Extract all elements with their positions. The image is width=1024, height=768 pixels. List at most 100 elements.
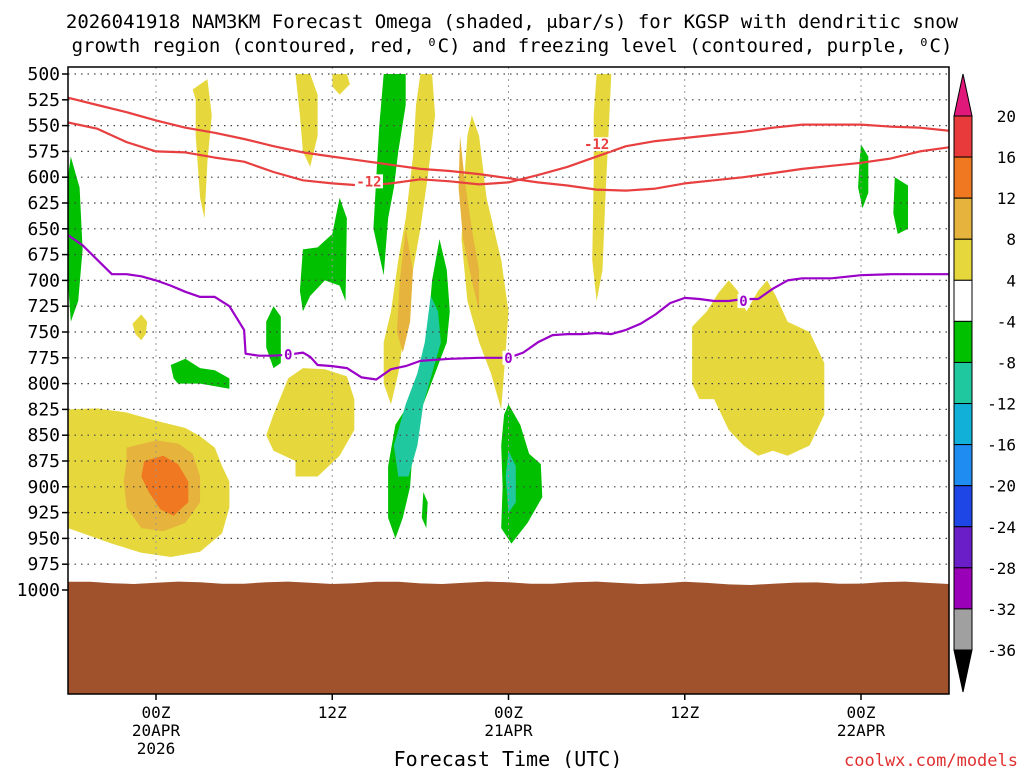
omega-region-16 (266, 306, 281, 369)
contour-label: 0 (739, 294, 747, 310)
x-tick-label: 00Z (494, 703, 523, 722)
omega-region-7 (332, 74, 350, 95)
colorbar-label: -28 (987, 559, 1016, 578)
contour-label-bg (354, 174, 383, 189)
colorbar-top-arrow (953, 73, 973, 117)
omega-region-10 (461, 115, 509, 410)
contour-dgz_top_-12C (68, 121, 949, 187)
colorbar-segment (953, 485, 973, 528)
y-tick-label: 825 (27, 399, 60, 420)
omega-region-20 (393, 295, 441, 477)
y-tick-label: 575 (27, 141, 60, 162)
colorbar-label: -16 (987, 436, 1016, 455)
x-tick-label: 00Z (847, 703, 876, 722)
chart-title-line-1: 2026041918 NAM3KM Forecast Omega (shaded… (66, 11, 959, 33)
contour-lines (68, 96, 949, 381)
colorbar-label: 12 (997, 189, 1016, 208)
colorbar-label: -20 (987, 477, 1016, 496)
omega-region-13 (692, 280, 825, 456)
y-tick-label: 550 (27, 116, 60, 137)
y-tick-label: 700 (27, 270, 60, 291)
y-tick-label: 900 (27, 477, 60, 498)
y-tick-label: 800 (27, 374, 60, 395)
omega-region-6 (295, 74, 318, 167)
y-tick-label: 650 (27, 219, 60, 240)
contour-label-bg (737, 294, 750, 309)
omega-region-4 (266, 368, 355, 477)
omega-shading (68, 74, 908, 557)
y-tick-label: 625 (27, 193, 60, 214)
colorbar-segment (953, 608, 973, 651)
colorbar-label: 16 (997, 148, 1016, 167)
omega-region-21 (421, 492, 428, 529)
omega-region-12 (592, 74, 612, 301)
colorbar-label: -4 (997, 312, 1016, 331)
y-tick-label: 675 (27, 245, 60, 266)
omega-region-18 (373, 74, 406, 276)
colorbar-label: -24 (987, 518, 1016, 537)
omega-region-15 (170, 358, 230, 389)
contour-freezing_level_0C (68, 234, 949, 381)
credit-text: coolwx.com/models (844, 751, 1018, 768)
y-tick-label: 750 (27, 322, 60, 343)
colorbar-segment (953, 197, 973, 240)
contour-label: -12 (584, 137, 609, 153)
y-tick-label: 925 (27, 503, 60, 524)
omega-region-23 (505, 450, 516, 513)
x-tick-label: 00Z (142, 703, 171, 722)
y-tick-label: 775 (27, 348, 60, 369)
colorbar-segment (953, 526, 973, 569)
ground-surface (68, 581, 949, 694)
x-tick-label: 12Z (670, 703, 699, 722)
omega-region-24 (858, 144, 869, 209)
colorbar-label: -12 (987, 395, 1016, 414)
contour-label: 0 (284, 348, 292, 364)
contour-label-bg (582, 137, 611, 152)
y-tick-label: 600 (27, 167, 60, 188)
y-tick-label: 875 (27, 451, 60, 472)
contour-labels: -12 -12 0 0 0 (282, 137, 750, 367)
x-tick-label: 20APR (132, 721, 181, 740)
x-tick-label: 21APR (484, 721, 533, 740)
colorbar-segment (953, 320, 973, 363)
y-tick-label: 525 (27, 90, 60, 111)
omega-region-17 (299, 197, 347, 312)
contour-label-bg (502, 350, 515, 365)
colorbar-label: -32 (987, 600, 1016, 619)
x-tick-label: 22APR (837, 721, 886, 740)
omega-region-9 (396, 228, 413, 353)
colorbar-segment (953, 567, 973, 610)
x-tick-label: 2026 (137, 739, 176, 758)
y-tick-label: 725 (27, 296, 60, 317)
colorbar-segment (953, 238, 973, 281)
contour-dgz_upper_-12C (68, 96, 949, 192)
x-axis-label: Forecast Time (UTC) (394, 747, 623, 768)
omega-region-5 (192, 79, 212, 219)
chart-title-line-2: growth region (contoured, red, ⁰C) and f… (72, 35, 953, 57)
y-tick-label: 850 (27, 425, 60, 446)
colorbar-segment (953, 279, 973, 322)
contour-label: 0 (504, 351, 512, 367)
contour-label: -12 (356, 174, 381, 190)
y-tick-label: 975 (27, 554, 60, 575)
y-tick-label: 950 (27, 528, 60, 549)
colorbar-segment (953, 403, 973, 446)
colorbar-label: -8 (997, 353, 1016, 372)
contour-label-bg (282, 347, 295, 362)
omega-region-2 (141, 455, 189, 516)
x-tick-label: 12Z (318, 703, 347, 722)
y-tick-label: 1000 (17, 580, 60, 601)
colorbar-label: -36 (987, 641, 1016, 660)
colorbar-segment (953, 444, 973, 487)
y-tick-label: 500 (27, 64, 60, 85)
colorbar-label: 4 (1006, 271, 1016, 290)
colorbar-label: 20 (997, 107, 1016, 126)
colorbar-legend: 20 16 12 8 4 -4 -8 -12 -16 -20 -24 -28 -32 -36 (953, 73, 1016, 693)
omega-region-25 (893, 177, 908, 234)
omega-region-3 (132, 314, 148, 341)
colorbar-segment (953, 361, 973, 405)
omega-region-11 (458, 135, 480, 312)
omega-region-22 (501, 404, 543, 544)
